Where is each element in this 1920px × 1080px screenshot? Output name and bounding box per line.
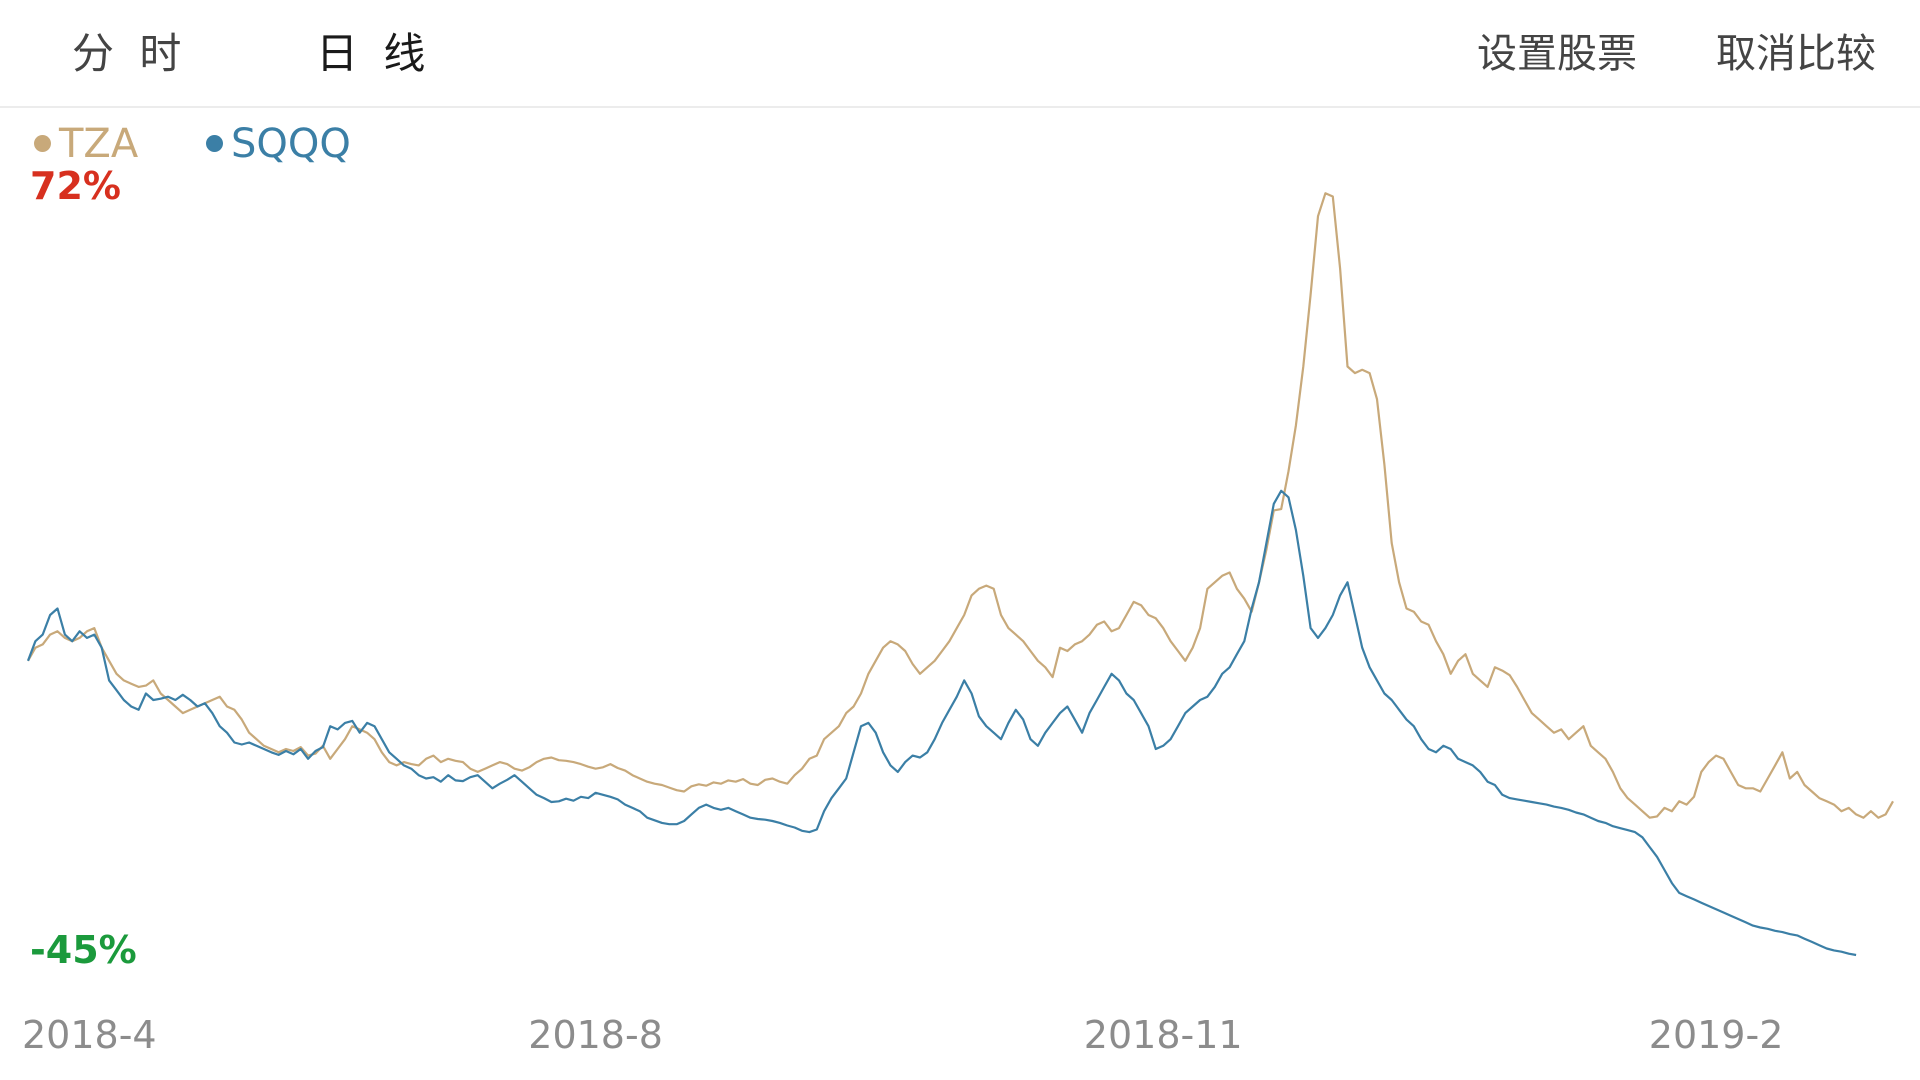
tab-minute-chart[interactable]: 分 时 [72, 29, 188, 78]
y-axis-min-label: -45% [30, 928, 137, 972]
legend-label-sqqq: SQQQ [231, 121, 351, 167]
legend-dot-tza [34, 134, 51, 152]
x-axis-ticks: 2018-4 2018-8 2018-11 2019-2 [22, 1013, 1783, 1057]
legend-label-tza: TZA [59, 121, 139, 167]
legend-dot-sqqq [206, 134, 223, 152]
x-tick-label: 2019-2 [1649, 1013, 1784, 1057]
series-line-sqqq [26, 489, 1857, 957]
x-tick-label: 2018-11 [1084, 1013, 1243, 1057]
set-stocks-button[interactable]: 设置股票 [1477, 31, 1637, 77]
tab-daily-chart[interactable]: 日 线 [316, 29, 432, 78]
y-axis-max-label: 72% [30, 164, 121, 208]
series-line-tza [27, 192, 1894, 819]
legend-item-sqqq: SQQQ [206, 116, 351, 172]
cancel-compare-button[interactable]: 取消比较 [1716, 31, 1876, 77]
header-bar: 分 时 日 线 设置股票 取消比较 [0, 0, 1920, 108]
x-tick-label: 2018-4 [22, 1013, 157, 1057]
legend-item-tza: TZA [34, 116, 138, 172]
x-tick-label: 2018-8 [528, 1013, 663, 1057]
plot-lines [26, 192, 1894, 957]
